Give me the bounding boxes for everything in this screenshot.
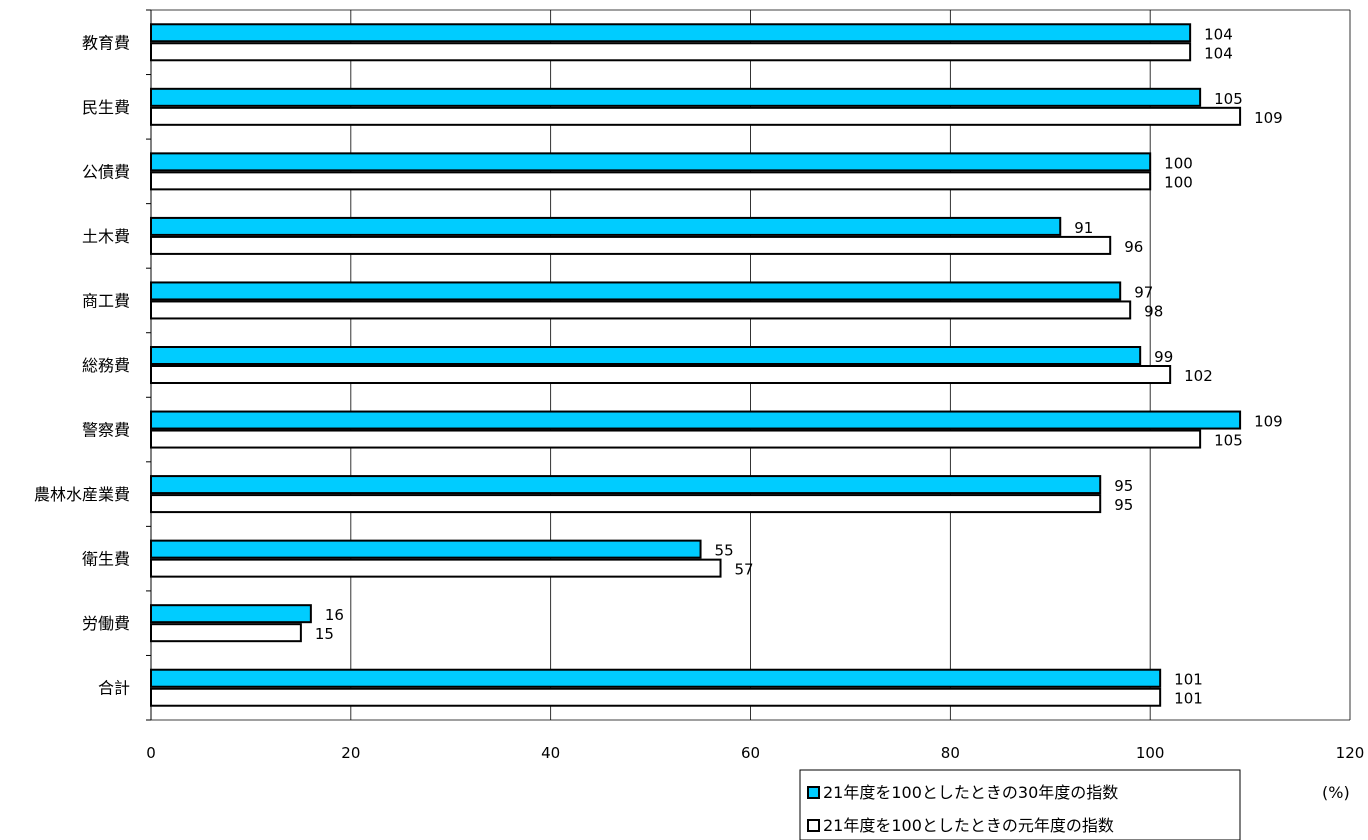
bar-series-2 <box>150 42 1192 62</box>
data-label-series-1: 91 <box>1074 219 1093 237</box>
data-label-series-2: 101 <box>1174 690 1203 708</box>
data-label-series-2: 100 <box>1164 173 1193 191</box>
bar-series-2 <box>150 494 1102 514</box>
x-tick-label: 100 <box>1136 744 1165 762</box>
legend-label-series-1: 21年度を100としたときの30年度の指数 <box>823 783 1118 802</box>
category-label: 教育費 <box>82 33 130 52</box>
x-tick-label: 0 <box>146 744 156 762</box>
x-tick-label: 120 <box>1336 744 1365 762</box>
data-label-series-1: 104 <box>1204 25 1233 43</box>
data-label-series-1: 101 <box>1174 671 1203 689</box>
legend-swatch-series-2 <box>807 819 820 832</box>
bar-series-2 <box>150 235 1112 255</box>
data-label-series-1: 55 <box>715 542 734 560</box>
bar-series-2 <box>150 171 1152 191</box>
category-label: 合計 <box>98 679 130 698</box>
legend-label-series-2: 21年度を100としたときの元年度の指数 <box>823 816 1114 835</box>
category-label: 衛生費 <box>82 550 130 569</box>
bar-series-2 <box>150 687 1162 707</box>
bar-series-2 <box>150 106 1242 126</box>
bar-series-2 <box>150 365 1172 384</box>
data-label-series-2: 98 <box>1144 302 1163 320</box>
category-label: 農林水産業費 <box>34 485 130 504</box>
bar-series-1 <box>150 87 1202 107</box>
x-tick-label: 40 <box>541 744 560 762</box>
data-label-series-2: 102 <box>1184 367 1213 385</box>
category-label: 総務費 <box>82 356 130 375</box>
data-label-series-1: 105 <box>1214 90 1243 108</box>
bar-series-2 <box>150 429 1202 449</box>
data-label-series-2: 96 <box>1124 238 1143 256</box>
data-label-series-2: 95 <box>1114 496 1133 514</box>
bar-series-1 <box>150 604 312 624</box>
category-label: 商工費 <box>82 291 130 310</box>
data-label-series-2: 109 <box>1254 109 1283 127</box>
x-tick-label: 80 <box>941 744 960 762</box>
data-label-series-2: 15 <box>315 625 334 643</box>
x-tick-labels: 0 20 40 60 80 100 120 <box>146 744 1364 762</box>
legend: 21年度を100としたときの30年度の指数 21年度を100としたときの元年度の… <box>799 769 1241 840</box>
axes <box>146 9 1350 721</box>
data-label-series-1: 97 <box>1134 283 1153 301</box>
data-label-series-1: 16 <box>325 606 344 624</box>
category-label: 公債費 <box>82 162 130 181</box>
category-label: 警察費 <box>82 421 130 440</box>
legend-box <box>799 769 1241 840</box>
bar-series-1 <box>150 539 702 559</box>
bars-group <box>150 23 1242 707</box>
data-label-series-2: 104 <box>1204 44 1233 62</box>
bar-series-1 <box>150 152 1152 172</box>
bar-series-1 <box>150 668 1162 688</box>
data-label-series-2: 105 <box>1214 432 1243 450</box>
bar-series-1 <box>150 216 1062 236</box>
bar-series-2 <box>150 623 302 643</box>
data-label-series-1: 100 <box>1164 154 1193 172</box>
bar-series-1 <box>150 475 1102 495</box>
category-label: 労働費 <box>82 614 130 633</box>
legend-swatch-series-1 <box>807 786 820 799</box>
x-tick-label: 60 <box>741 744 760 762</box>
bar-series-1 <box>150 281 1122 301</box>
bar-series-2 <box>150 300 1132 320</box>
bar-series-2 <box>150 558 722 578</box>
unit-label: (%) <box>1322 783 1350 802</box>
x-tick-label: 20 <box>341 744 360 762</box>
bar-series-1 <box>150 410 1242 430</box>
data-label-series-1: 99 <box>1154 348 1173 366</box>
data-label-series-1: 95 <box>1114 477 1133 495</box>
category-label: 民生費 <box>82 98 130 117</box>
bar-series-1 <box>150 23 1192 43</box>
data-label-series-2: 57 <box>735 561 754 579</box>
data-label-series-1: 109 <box>1254 413 1283 431</box>
bar-series-1 <box>150 346 1142 365</box>
category-label: 土木費 <box>82 227 130 246</box>
